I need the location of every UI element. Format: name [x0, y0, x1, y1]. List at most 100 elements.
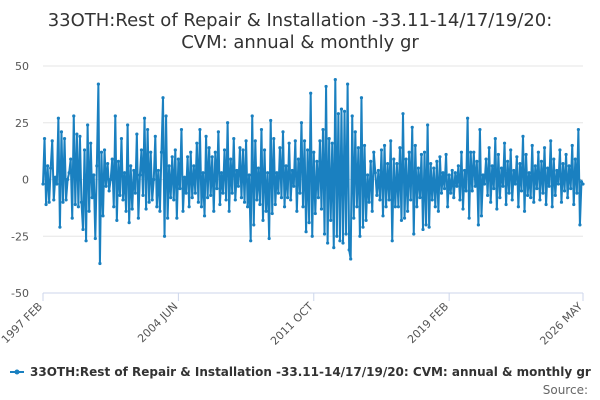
data-point — [116, 159, 120, 163]
data-point — [509, 148, 513, 152]
data-point — [495, 207, 499, 211]
data-point — [432, 166, 436, 170]
data-point — [113, 114, 117, 118]
data-point — [399, 218, 404, 222]
y-tick-label: -25 — [11, 230, 29, 243]
data-point — [193, 191, 197, 195]
data-point — [419, 152, 424, 157]
data-point — [196, 200, 200, 204]
data-point — [575, 191, 579, 195]
data-point — [201, 171, 205, 175]
data-point — [367, 200, 371, 204]
data-point — [510, 198, 514, 202]
data-point — [258, 202, 262, 207]
data-point — [559, 200, 564, 204]
data-point — [515, 155, 519, 159]
data-point — [546, 166, 550, 170]
data-point — [555, 168, 559, 173]
data-point — [59, 130, 64, 134]
data-point — [309, 91, 313, 95]
data-point — [121, 198, 125, 202]
data-point — [315, 159, 319, 163]
data-point — [302, 139, 307, 143]
data-point — [141, 193, 145, 197]
data-point — [262, 148, 267, 152]
data-point — [579, 180, 584, 184]
data-point — [253, 139, 257, 143]
data-point — [101, 214, 105, 218]
data-point — [506, 159, 510, 163]
chart-title: 33OTH:Rest of Repair & Installation -33.… — [48, 10, 553, 31]
data-point — [92, 173, 96, 177]
data-point — [542, 146, 547, 150]
data-point — [479, 214, 484, 218]
data-point — [372, 150, 376, 154]
data-point — [187, 205, 191, 209]
data-point — [139, 148, 144, 152]
y-tick-label: 25 — [15, 117, 29, 130]
data-point — [186, 155, 190, 159]
data-point — [62, 137, 67, 141]
data-point — [304, 230, 308, 234]
data-point — [561, 162, 565, 166]
x-tick-label: 2026 MAY — [537, 300, 585, 348]
data-point — [513, 182, 517, 186]
data-point — [61, 200, 65, 204]
data-point — [102, 148, 107, 152]
data-point — [87, 209, 91, 213]
data-point — [446, 205, 450, 209]
data-point — [486, 193, 490, 197]
data-point — [484, 157, 488, 161]
data-point — [199, 205, 204, 209]
data-point — [470, 189, 474, 193]
data-point — [152, 177, 156, 182]
data-point — [261, 218, 265, 222]
data-point — [178, 186, 182, 191]
data-point — [218, 202, 222, 207]
data-point — [324, 84, 328, 89]
data-point — [55, 182, 59, 186]
data-point — [476, 223, 480, 227]
x-tick-label: 2004 JUN — [135, 300, 180, 345]
data-point — [566, 196, 570, 200]
data-point — [115, 218, 119, 222]
legend-label[interactable]: 33OTH:Rest of Repair & Installation -33.… — [30, 365, 591, 379]
data-point — [249, 239, 253, 243]
data-point — [373, 171, 377, 175]
data-point — [210, 155, 214, 159]
data-point — [332, 246, 336, 250]
data-point — [353, 130, 357, 134]
data-point — [310, 234, 314, 238]
data-point — [227, 209, 231, 213]
data-point — [344, 232, 348, 236]
data-point — [481, 173, 485, 177]
data-point — [562, 189, 567, 193]
data-point — [222, 148, 227, 152]
data-point — [232, 137, 236, 141]
data-point — [336, 112, 340, 116]
data-point — [456, 164, 460, 168]
data-point — [307, 221, 311, 225]
data-point — [352, 216, 356, 220]
data-point — [267, 236, 271, 241]
data-point — [233, 198, 237, 202]
data-point — [338, 239, 342, 243]
data-point — [282, 205, 287, 209]
data-point — [384, 205, 388, 209]
data-point — [96, 82, 100, 86]
data-point — [512, 168, 516, 173]
data-point — [182, 175, 187, 179]
data-point — [52, 198, 56, 202]
data-point — [364, 218, 368, 222]
data-point — [455, 184, 459, 188]
data-point — [256, 166, 260, 170]
data-point — [418, 196, 422, 200]
data-point — [424, 223, 428, 227]
data-point — [250, 114, 254, 118]
data-point — [130, 207, 134, 211]
data-point — [395, 162, 399, 166]
data-point — [49, 166, 53, 170]
data-point — [319, 207, 324, 211]
data-point — [246, 205, 250, 209]
data-point — [41, 182, 45, 186]
